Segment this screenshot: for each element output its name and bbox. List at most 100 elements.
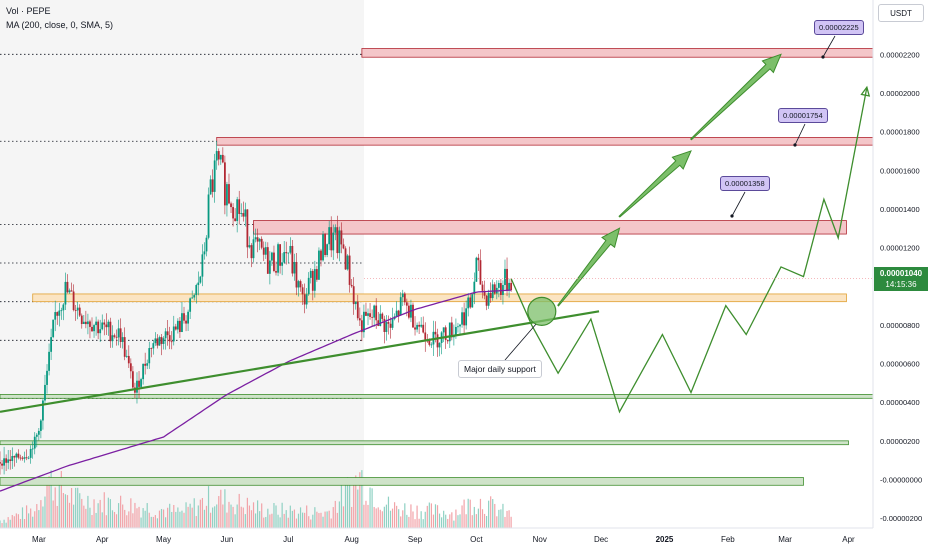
volume-bar-230 xyxy=(469,499,471,528)
volume-bar-133 xyxy=(271,513,273,528)
volume-bar-198 xyxy=(404,503,406,528)
volume-bar-208 xyxy=(424,511,426,528)
volume-bar-223 xyxy=(455,509,457,528)
volume-bar-151 xyxy=(308,516,310,528)
candle-body-95 xyxy=(193,295,196,298)
candle-body-210 xyxy=(428,340,431,345)
candle-body-62 xyxy=(125,355,128,357)
volume-bar-192 xyxy=(391,508,394,528)
candle-body-165 xyxy=(336,227,339,254)
volume-bar-2 xyxy=(3,519,5,528)
volume-bar-240 xyxy=(490,496,492,528)
volume-bar-156 xyxy=(318,513,320,528)
volume-bar-124 xyxy=(252,502,255,528)
candle-body-235 xyxy=(479,260,482,285)
volume-bar-220 xyxy=(449,514,451,528)
volume-bar-84 xyxy=(171,511,173,528)
volume-bar-127 xyxy=(259,511,261,528)
legend-ma: MA (200, close, 0, SMA, 5) xyxy=(6,20,114,30)
volume-bar-166 xyxy=(338,501,340,528)
candle-body-71 xyxy=(144,363,147,366)
candle-body-32 xyxy=(64,281,67,305)
volume-bar-26 xyxy=(52,500,54,528)
volume-bar-201 xyxy=(410,504,412,528)
volume-bar-153 xyxy=(312,514,314,528)
volume-bar-64 xyxy=(130,498,132,528)
volume-bar-38 xyxy=(77,487,79,528)
volume-bar-21 xyxy=(42,506,44,528)
candle-body-218 xyxy=(444,327,447,340)
candle-body-10 xyxy=(19,457,22,459)
candle-body-24 xyxy=(48,351,50,371)
candle-body-0 xyxy=(0,462,1,464)
candle-body-98 xyxy=(199,276,202,283)
annotation-leaders xyxy=(364,35,873,361)
volume-bar-17 xyxy=(34,511,36,528)
candle-body-123 xyxy=(250,245,253,259)
volume-bar-184 xyxy=(375,508,377,528)
volume-bar-246 xyxy=(502,503,504,528)
candle-body-4 xyxy=(7,459,10,463)
volume-bar-103 xyxy=(209,512,212,528)
volume-bar-197 xyxy=(402,510,404,528)
volume-bar-4 xyxy=(7,517,9,528)
volume-bar-176 xyxy=(359,472,361,528)
volume-bar-13 xyxy=(25,505,28,528)
volume-bar-177 xyxy=(361,470,363,528)
trendline xyxy=(0,310,600,413)
candle-body-2 xyxy=(3,458,5,466)
volume-bar-42 xyxy=(85,508,87,528)
support-circle xyxy=(527,296,557,326)
target-arrows xyxy=(557,53,782,307)
volume-bar-194 xyxy=(396,505,398,528)
annotation-target-low[interactable]: 0.00001358 xyxy=(720,176,770,191)
volume-bar-196 xyxy=(400,516,402,528)
support-note[interactable]: Major daily support xyxy=(458,360,542,378)
projection-arrowhead xyxy=(860,85,871,97)
candle-body-121 xyxy=(246,209,249,248)
current-price-badge: 0.00001040 14:15:36 xyxy=(874,267,928,291)
volume-bar-130 xyxy=(265,516,267,528)
chart-legend: Vol · PEPE MA (200, close, 0, SMA, 5) xyxy=(6,4,113,32)
candle-body-22 xyxy=(44,384,46,401)
volume-bar-157 xyxy=(320,512,322,528)
price-tick-8: 0.00000800 xyxy=(880,321,920,330)
candle-body-97 xyxy=(197,282,200,286)
currency-button[interactable]: USDT xyxy=(878,4,924,22)
candle-body-37 xyxy=(74,309,77,311)
candle-body-228 xyxy=(465,308,468,326)
volume-bar-128 xyxy=(261,503,263,528)
candle-body-120 xyxy=(244,209,247,217)
volume-bar-54 xyxy=(109,499,112,528)
candle-body-67 xyxy=(136,380,138,393)
candle-body-248 xyxy=(506,268,508,291)
volume-bar-72 xyxy=(146,503,148,528)
candle-body-207 xyxy=(422,324,425,333)
volume-bar-70 xyxy=(142,508,144,528)
candle-body-96 xyxy=(195,285,198,296)
volume-bar-63 xyxy=(128,511,130,528)
candle-body-232 xyxy=(473,281,476,295)
volume-bar-50 xyxy=(101,512,103,528)
candle-body-141 xyxy=(287,252,290,254)
volume-bar-111 xyxy=(226,512,228,528)
candle-body-8 xyxy=(15,453,18,458)
candle-body-59 xyxy=(119,328,122,342)
candle-body-219 xyxy=(446,339,449,342)
candle-body-50 xyxy=(101,322,104,330)
candle-body-177 xyxy=(360,320,363,333)
price-tick-12: -0.00000000 xyxy=(880,475,922,484)
candle-body-233 xyxy=(475,257,478,282)
volume-bar-99 xyxy=(201,497,204,528)
volume-bar-126 xyxy=(257,500,259,528)
annotation-target-high[interactable]: 0.00002225 xyxy=(814,20,864,35)
volume-bar-138 xyxy=(281,502,283,528)
volume-bar-233 xyxy=(475,514,477,528)
candle-body-173 xyxy=(352,286,355,305)
candle-body-166 xyxy=(338,230,341,254)
zone-support-4 xyxy=(0,394,874,399)
candle-body-183 xyxy=(373,305,376,318)
annotation-target-mid[interactable]: 0.00001754 xyxy=(778,108,828,123)
